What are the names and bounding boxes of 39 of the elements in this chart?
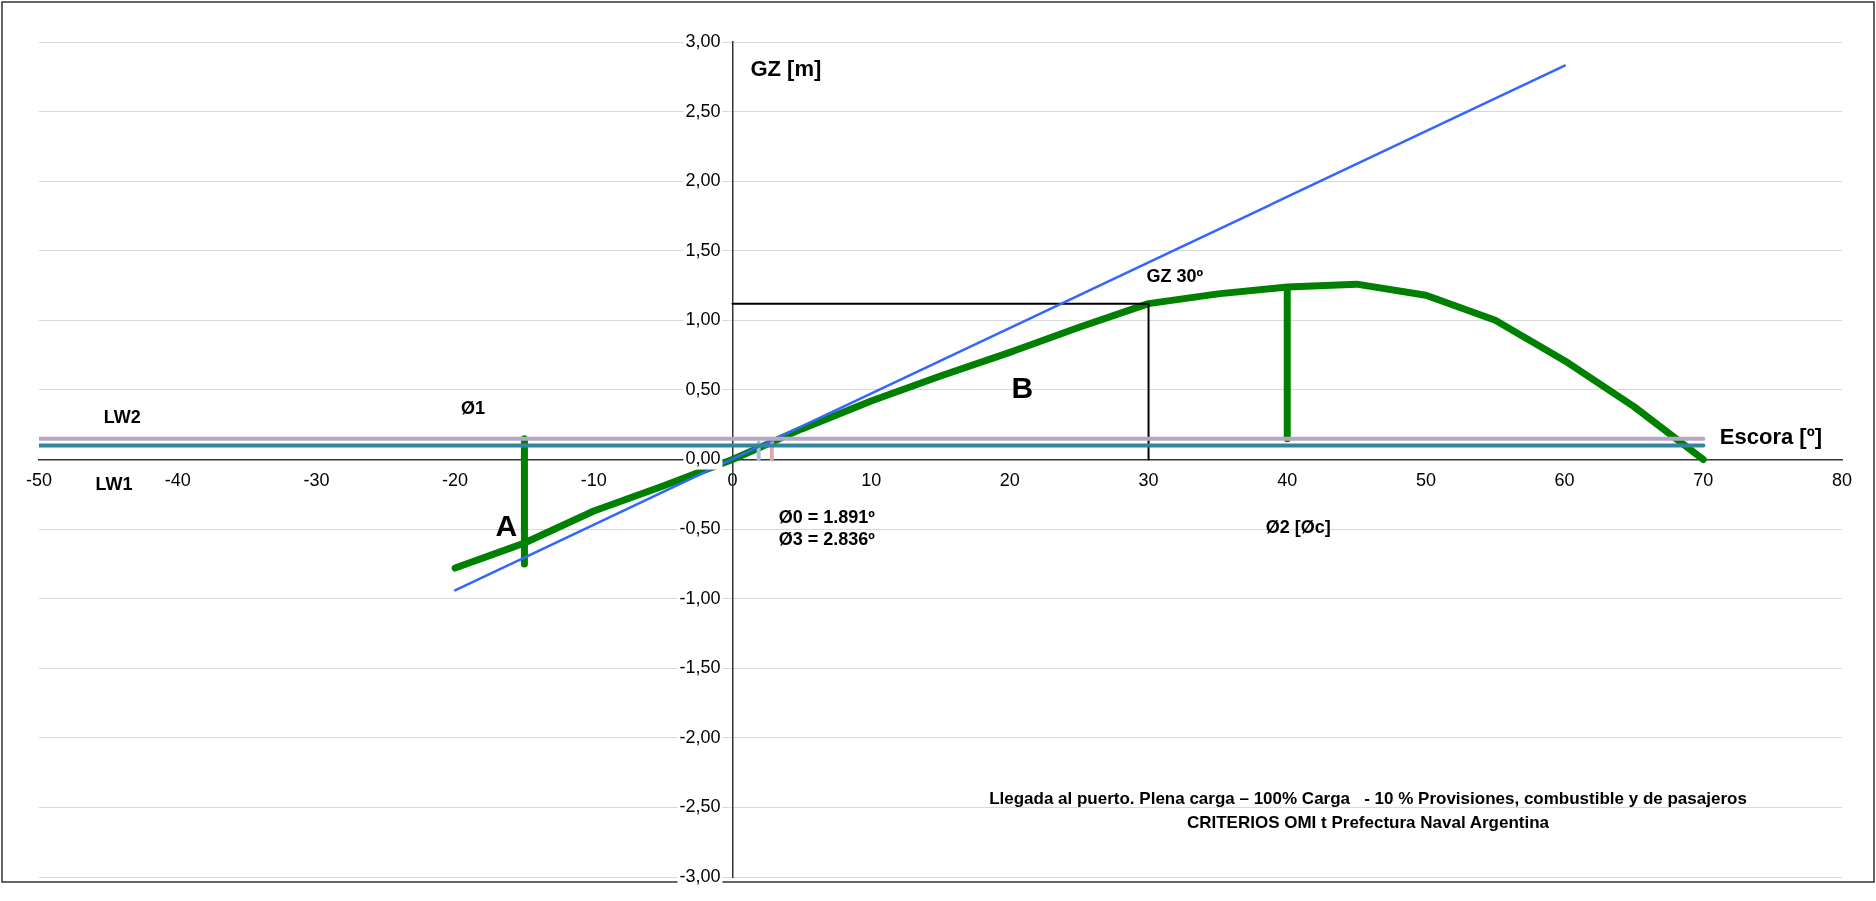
x-tick-label: -30 — [303, 470, 330, 491]
y-tick-label: 2,00 — [685, 170, 721, 191]
y-tick-label: -1,00 — [679, 587, 721, 608]
y-tick-label: 2,50 — [685, 100, 721, 121]
y-tick-label: -2,50 — [679, 796, 721, 817]
y-tick-label: 3,00 — [685, 30, 721, 51]
x-tick-label: -20 — [442, 470, 469, 491]
x-tick-label: 60 — [1554, 470, 1575, 491]
y-tick-label: 0,00 — [685, 448, 721, 469]
annotation: LW1 — [95, 473, 133, 494]
x-tick-label: 50 — [1415, 470, 1436, 491]
annotation: Ø3 = 2.836º — [778, 529, 876, 550]
annotation: LW2 — [103, 406, 141, 427]
annotation: Ø0 = 1.891º — [778, 506, 876, 527]
x-tick-label: 20 — [999, 470, 1020, 491]
annotation: Ø1 — [461, 398, 486, 419]
y-tick-label: -2,00 — [679, 726, 721, 747]
x-tick-label: 30 — [1138, 470, 1159, 491]
x-tick-label: 40 — [1277, 470, 1298, 491]
annotation: B — [1011, 371, 1034, 405]
x-tick-label: -10 — [580, 470, 607, 491]
annotation: A — [495, 508, 518, 542]
y-axis-title: GZ [m] — [750, 56, 822, 82]
y-tick-label: 0,50 — [685, 378, 721, 399]
x-tick-label: 70 — [1693, 470, 1714, 491]
x-tick-label: -50 — [25, 470, 53, 491]
annotation: CRITERIOS OMI t Prefectura Naval Argentina — [1186, 813, 1550, 833]
x-tick-label: 80 — [1831, 470, 1853, 491]
x-tick-label: -40 — [164, 470, 191, 491]
y-tick-label: -0,50 — [679, 518, 721, 539]
y-tick-label: -3,00 — [679, 865, 721, 886]
annotation: Ø2 [Øc] — [1265, 516, 1331, 537]
annotation: GZ 30º — [1146, 266, 1204, 287]
y-tick-label: -1,50 — [679, 657, 721, 678]
x-tick-label: 10 — [861, 470, 882, 491]
annotation: Llegada al puerto. Plena carga – 100% Carga - 10 % Provisiones, combustible y de pasajeros — [989, 789, 1747, 809]
y-tick-label: 1,00 — [685, 309, 721, 330]
x-axis-title: Escora [º] — [1719, 423, 1822, 449]
y-tick-label: 1,50 — [685, 239, 721, 260]
